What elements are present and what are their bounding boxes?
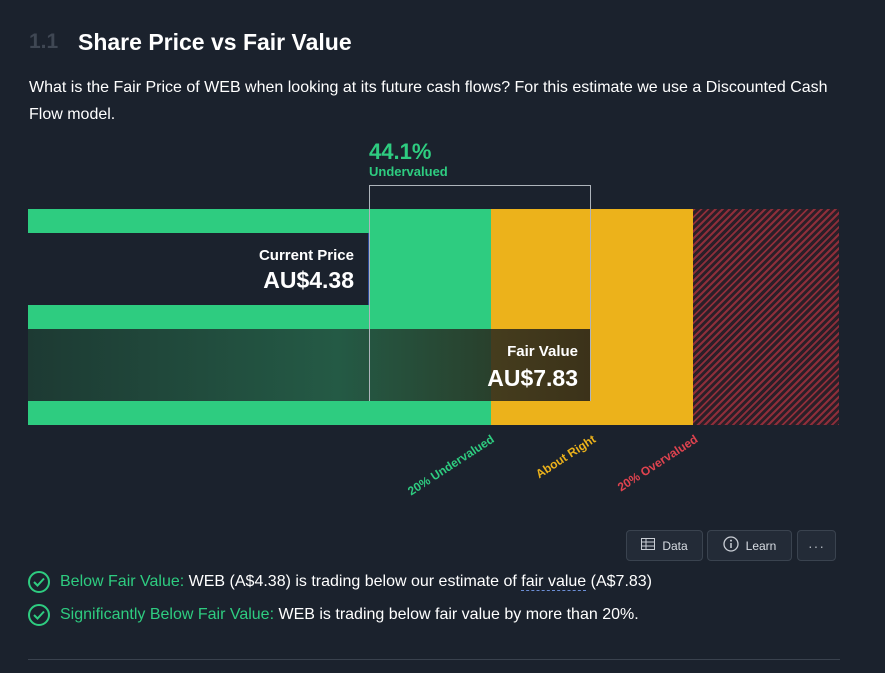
section-divider <box>28 659 840 660</box>
check-text-suffix: (A$7.83) <box>590 573 653 590</box>
check-text: WEB is trading below fair value by more … <box>278 606 639 623</box>
check-title: Significantly Below Fair Value: <box>60 606 275 623</box>
section-number: 1.1 <box>29 30 59 53</box>
discount-label: Undervalued <box>369 164 448 179</box>
fair-value-label: Fair Value <box>507 343 578 360</box>
check-text: WEB (A$4.38) is trading below our estima… <box>188 573 517 590</box>
more-options-button[interactable]: ··· <box>797 530 836 561</box>
fair-value-link[interactable]: fair value <box>521 573 587 591</box>
data-button[interactable]: Data <box>626 530 703 561</box>
zone-label-about-right: About Right <box>533 432 599 482</box>
discount-percent: 44.1% <box>369 139 432 164</box>
current-price-label: Current Price <box>258 247 354 264</box>
check-title: Below Fair Value: <box>60 573 185 590</box>
check-significantly-below: Significantly Below Fair Value: WEB is t… <box>60 606 639 624</box>
overvalued-zone <box>693 209 839 425</box>
current-price-value: AU$4.38 <box>263 267 354 293</box>
learn-button[interactable]: Learn <box>707 530 792 561</box>
check-circle-icon <box>28 571 50 593</box>
info-icon <box>722 536 739 555</box>
discount-bracket <box>369 185 591 401</box>
check-below-fair-value: Below Fair Value: WEB (A$4.38) is tradin… <box>60 573 652 591</box>
table-icon <box>641 538 656 553</box>
fair-value-bar <box>28 329 591 401</box>
check-circle-icon <box>28 604 50 626</box>
section-title: Share Price vs Fair Value <box>78 29 352 55</box>
zone-label-overvalued: 20% Overvalued <box>615 432 701 495</box>
current-price-bar <box>28 233 370 305</box>
more-options-label: ··· <box>808 537 825 554</box>
zone-label-undervalued: 20% Undervalued <box>405 432 497 499</box>
section-description: What is the Fair Price of WEB when looki… <box>29 79 828 123</box>
fair-value-value: AU$7.83 <box>487 365 578 391</box>
data-button-label: Data <box>662 538 688 553</box>
learn-button-label: Learn <box>745 538 777 553</box>
